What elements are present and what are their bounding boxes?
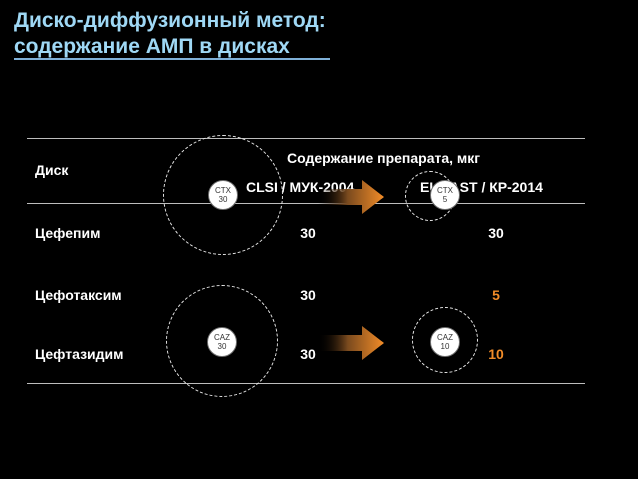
- disk-ctx5: CTX 5: [430, 180, 460, 210]
- disk-ctx30-code: CTX: [215, 186, 231, 195]
- disk-caz30: CAZ 30: [207, 327, 237, 357]
- disk-ctx30: CTX 30: [208, 180, 238, 210]
- row-label-ceftazidime: Цефтазидим: [35, 346, 124, 362]
- eucast-value-ceftazidime: 10: [488, 346, 504, 362]
- header-disk: Диск: [35, 162, 69, 178]
- eucast-value-cefepime: 30: [488, 225, 504, 241]
- disk-caz30-code: CAZ: [214, 333, 230, 342]
- clsi-value-ceftazidime: 30: [300, 346, 316, 362]
- row-label-cefotaxime: Цефотаксим: [35, 287, 122, 303]
- header-content: Содержание препарата, мкг: [287, 150, 481, 166]
- slide-title-line-2: содержание АМП в дисках: [14, 35, 290, 58]
- disk-ctx5-code: CTX: [437, 186, 453, 195]
- disk-caz10-code: CAZ: [437, 333, 453, 342]
- disk-caz10: CAZ 10: [430, 327, 460, 357]
- table-top-rule: [27, 138, 585, 139]
- slide-title: Диско-диффузионный метод: содержание АМП…: [14, 8, 326, 60]
- disk-caz30-amount: 30: [217, 342, 227, 351]
- caz30-zone-circle: [166, 285, 278, 397]
- caz10-zone-circle: [412, 307, 478, 373]
- arrow-right-icon: [318, 326, 384, 360]
- disk-ctx30-amount: 30: [218, 195, 228, 204]
- table-header-rule: [27, 203, 585, 204]
- table-bottom-rule: [27, 383, 585, 384]
- eucast-value-cefotaxime: 5: [492, 287, 500, 303]
- disk-caz10-amount: 10: [440, 342, 450, 351]
- slide-title-line-1: Диско-диффузионный метод:: [14, 9, 326, 32]
- arrow-right-icon: [318, 180, 384, 214]
- ctx30-zone-circle: [163, 135, 283, 255]
- disk-ctx5-amount: 5: [442, 195, 448, 204]
- title-underline: [14, 58, 330, 60]
- clsi-value-cefepime: 30: [300, 225, 316, 241]
- clsi-value-cefotaxime: 30: [300, 287, 316, 303]
- row-label-cefepime: Цефепим: [35, 225, 101, 241]
